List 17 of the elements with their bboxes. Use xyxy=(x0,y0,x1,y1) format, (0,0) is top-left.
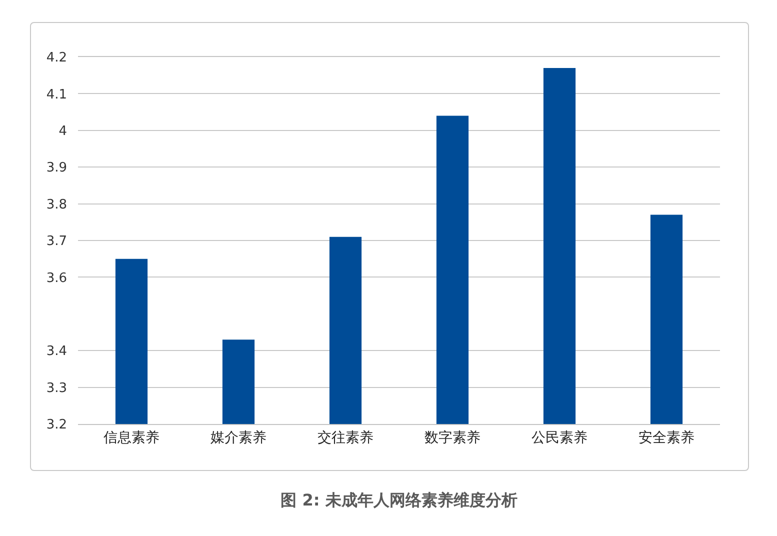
y-tick-label: 3.3 xyxy=(46,380,67,396)
y-tick-label: 3.8 xyxy=(46,197,67,212)
y-tick-label: 3.2 xyxy=(46,418,67,433)
y-tick-label: 3.7 xyxy=(46,234,67,250)
y-tick-label: 4.1 xyxy=(46,87,67,102)
y-tick-label: 3.4 xyxy=(46,344,67,360)
x-tick-label: 信息素养 xyxy=(104,430,160,446)
x-tick-label: 媒介素养 xyxy=(210,430,266,446)
y-tick-label: 3.9 xyxy=(46,160,67,176)
x-tick-label: 公民素养 xyxy=(532,430,588,446)
y-tick-label: 4.2 xyxy=(46,50,67,66)
x-tick-label: 数字素养 xyxy=(424,430,480,446)
x-tick-label: 安全素养 xyxy=(638,430,694,446)
y-tick-label: 4 xyxy=(58,124,67,139)
x-tick-label: 交往素养 xyxy=(318,430,374,446)
y-tick-label: 3.6 xyxy=(46,270,67,286)
text: 图 2: 未成年人网络素养维度分析 xyxy=(280,490,518,510)
